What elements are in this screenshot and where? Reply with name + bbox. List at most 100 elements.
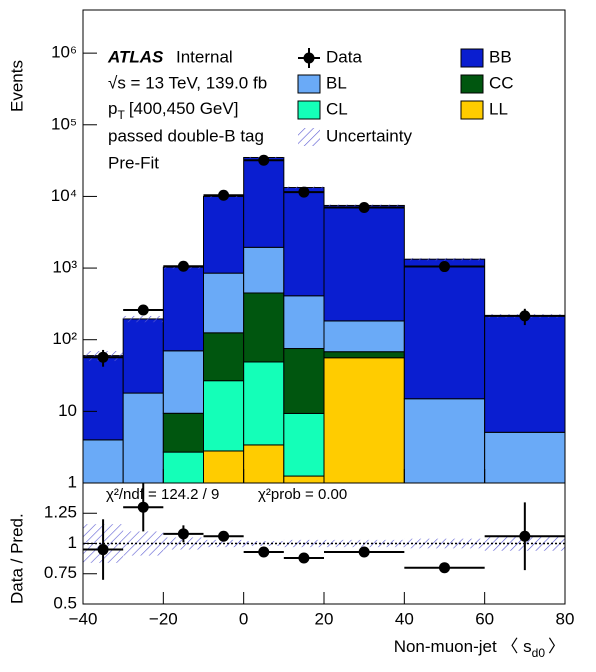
legend-label: Uncertainty xyxy=(326,126,412,145)
stack-bar xyxy=(283,412,325,477)
stack-bar xyxy=(243,156,285,248)
stack-bar xyxy=(203,272,245,334)
data-point xyxy=(298,186,310,198)
stack-bar xyxy=(203,195,245,274)
y-axis-label: Events xyxy=(7,60,26,112)
stack-bar xyxy=(403,398,486,483)
data-point xyxy=(258,154,270,166)
ratio-point xyxy=(258,546,270,558)
ratio-point xyxy=(439,562,450,574)
x-tick-label: 80 xyxy=(556,609,575,628)
data-point xyxy=(519,310,531,322)
x-label-close: 〉 xyxy=(548,637,565,656)
y-tick-label: 1 xyxy=(68,472,77,491)
selection-label: passed double-B tag xyxy=(108,126,264,145)
y-tick-label: 10⁴ xyxy=(51,186,77,205)
ratio-point xyxy=(519,530,531,542)
stack-bar xyxy=(122,392,164,483)
stack-bar xyxy=(83,355,124,441)
ratio-point xyxy=(218,530,230,542)
x-label-text: Non-muon-jet 〈 s xyxy=(394,637,532,656)
main-plot xyxy=(83,154,565,483)
stack-bar xyxy=(162,266,204,352)
stack-bar xyxy=(484,315,565,433)
ratio-y-tick-label: 0.75 xyxy=(44,563,77,582)
stack-bar xyxy=(323,204,405,322)
legend-label: CC xyxy=(489,73,514,92)
stack-bar xyxy=(122,318,164,394)
y-tick-label: 10² xyxy=(52,329,77,348)
legend-label: BL xyxy=(326,73,347,92)
ratio-point xyxy=(358,546,370,558)
chi2-label: χ²/ndf = 124.2 / 9 xyxy=(106,486,219,503)
stack-bar xyxy=(403,258,486,400)
data-point xyxy=(97,351,109,363)
ratio-frame xyxy=(82,482,566,605)
x-tick-label: −20 xyxy=(149,609,178,628)
stack-bar xyxy=(484,431,565,483)
stage-label: Pre-Fit xyxy=(108,153,159,172)
x-label-subscript: d0 xyxy=(532,646,546,660)
stack-bar xyxy=(283,187,325,297)
data-point xyxy=(137,304,149,316)
x-tick-label: 20 xyxy=(315,609,334,628)
legend-swatch xyxy=(460,48,484,68)
stack-bar xyxy=(283,348,325,414)
chi2-prob-label: χ²prob = 0.00 xyxy=(258,486,347,503)
x-tick-label: 40 xyxy=(395,609,414,628)
stack-bar xyxy=(323,320,405,353)
data-point xyxy=(177,260,189,272)
legend-data-marker xyxy=(303,52,315,64)
ratio-point xyxy=(97,544,109,556)
stack-bar xyxy=(203,332,245,382)
stack-bar xyxy=(243,246,285,294)
legend-label: LL xyxy=(489,99,508,118)
energy-label: √s = 13 TeV, 139.0 fb xyxy=(108,73,267,92)
legend-swatch xyxy=(460,74,484,94)
kinematic-label: pT [400,450 GeV] xyxy=(108,99,238,122)
ratio-point xyxy=(298,552,310,564)
data-point xyxy=(358,202,370,214)
stack-bar xyxy=(323,351,405,359)
ratio-y-tick-label: 1 xyxy=(68,533,77,552)
atlas-status: Internal xyxy=(176,47,233,66)
uncertainty-band xyxy=(123,315,164,323)
x-axis-label: Non-muon-jet 〈 sd0 〉 xyxy=(394,637,565,660)
stack-bar xyxy=(203,450,245,483)
legend-swatch xyxy=(297,100,321,120)
legend-label: CL xyxy=(326,99,348,118)
stack-bar xyxy=(243,292,285,363)
legend-label: Data xyxy=(326,47,362,66)
kinematic-range: [400,450 GeV] xyxy=(129,99,239,118)
data-point xyxy=(218,189,230,201)
stack-bar xyxy=(283,295,325,350)
ratio-point xyxy=(177,528,189,540)
ratio-y-tick-label: 1.25 xyxy=(44,503,77,522)
stack-bar xyxy=(323,357,405,483)
legend-swatch xyxy=(460,100,484,120)
stack-bar xyxy=(243,361,285,446)
uncertainty-band xyxy=(404,257,485,261)
x-tick-label: 60 xyxy=(475,609,494,628)
legend-label: BB xyxy=(489,47,512,66)
overlay: 11010²10³10⁴10⁵10⁶LLCLCCBLBBDataUncertai… xyxy=(44,43,575,629)
ratio-y-axis-label: Data / Pred. xyxy=(7,513,26,604)
stack-bar xyxy=(162,451,204,483)
ratio-plot xyxy=(83,483,565,580)
ratio-point xyxy=(137,501,149,513)
legend-swatch xyxy=(298,128,320,146)
stack-bar xyxy=(162,350,204,414)
y-tick-label: 10³ xyxy=(52,258,77,277)
stack-bar xyxy=(203,380,245,452)
kinematic-subscript: T xyxy=(117,108,125,122)
legend-swatch xyxy=(297,74,321,94)
ratio-y-tick-label: 0.5 xyxy=(53,593,77,612)
atlas-label: ATLAS xyxy=(107,47,164,66)
y-tick-label: 10⁶ xyxy=(51,43,77,62)
x-tick-label: 0 xyxy=(239,609,248,628)
kinematic-symbol: p xyxy=(108,99,117,118)
data-point xyxy=(439,261,450,273)
x-tick-label: −40 xyxy=(69,609,98,628)
